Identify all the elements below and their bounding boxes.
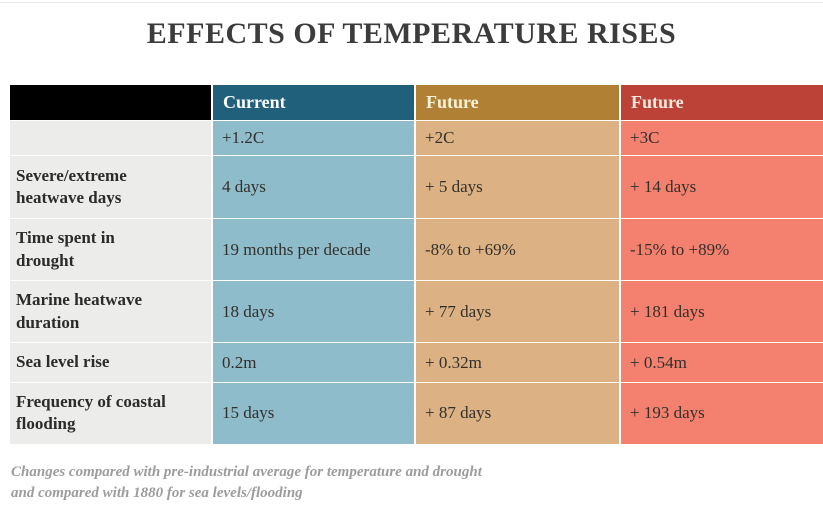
cell-heatwave-future-2c: + 5 days [414, 155, 620, 219]
table-header-row: Current Future Future [10, 85, 823, 121]
footnote: Changes compared with pre-industrial ave… [11, 462, 482, 505]
column-header-future-2c: Future [414, 85, 620, 121]
cell-sea-level-current: 0.2m [211, 342, 415, 383]
cell-marine-current: 18 days [211, 280, 415, 343]
cell-scenario-current: +1.2C [211, 120, 415, 156]
page-title: EFFECTS OF TEMPERATURE RISES [146, 17, 677, 50]
cell-marine-future-2c: + 77 days [414, 280, 620, 343]
column-header-future-3c: Future [619, 85, 823, 121]
cell-scenario-future-2c: +2C [414, 120, 620, 156]
cell-flooding-future-2c: + 87 days [414, 382, 620, 444]
footnote-line-1: Changes compared with pre-industrial ave… [11, 464, 482, 480]
temperature-effects-table: Current Future Future +1.2C +2C +3C Seve… [10, 85, 823, 444]
top-divider [0, 2, 823, 3]
table-row-sea-level: Sea level rise 0.2m + 0.32m + 0.54m [10, 342, 823, 383]
cell-sea-level-future-3c: + 0.54m [619, 342, 823, 383]
cell-heatwave-future-3c: + 14 days [619, 155, 823, 219]
cell-drought-current: 19 months per decade [211, 218, 415, 281]
row-label-blank [10, 120, 212, 156]
cell-sea-level-future-2c: + 0.32m [414, 342, 620, 383]
table-row-marine-heatwave: Marine heatwave duration 18 days + 77 da… [10, 280, 823, 343]
row-label-marine-heatwave: Marine heatwave duration [10, 280, 212, 343]
table-row-drought: Time spent in drought 19 months per deca… [10, 218, 823, 281]
cell-drought-future-3c: -15% to +89% [619, 218, 823, 281]
cell-flooding-current: 15 days [211, 382, 415, 444]
cell-heatwave-current: 4 days [211, 155, 415, 219]
row-label-coastal-flooding: Frequency of coastal flooding [10, 382, 212, 444]
footnote-line-2: and compared with 1880 for sea levels/fl… [11, 485, 303, 502]
table-row-heatwave-days: Severe/extreme heatwave days 4 days + 5 … [10, 155, 823, 219]
row-label-drought: Time spent in drought [10, 218, 212, 281]
cell-marine-future-3c: + 181 days [619, 280, 823, 343]
row-label-heatwave-days: Severe/extreme heatwave days [10, 155, 212, 219]
row-label-sea-level: Sea level rise [10, 342, 212, 383]
table-row-scenarios: +1.2C +2C +3C [10, 120, 823, 156]
column-header-current: Current [211, 85, 415, 121]
cell-flooding-future-3c: + 193 days [619, 382, 823, 444]
table-row-coastal-flooding: Frequency of coastal flooding 15 days + … [10, 382, 823, 444]
cell-drought-future-2c: -8% to +69% [414, 218, 620, 281]
cell-scenario-future-3c: +3C [619, 120, 823, 156]
column-header-blank [10, 85, 212, 121]
